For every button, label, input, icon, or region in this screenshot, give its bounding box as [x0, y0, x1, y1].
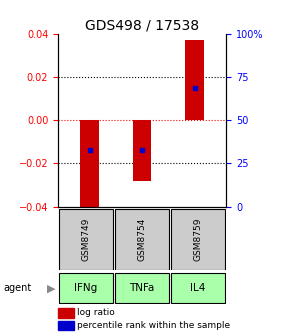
Text: GSM8754: GSM8754 — [137, 218, 147, 261]
Text: agent: agent — [3, 283, 31, 293]
Text: IL4: IL4 — [191, 283, 206, 293]
Bar — [59, 209, 113, 270]
Text: TNFa: TNFa — [129, 283, 155, 293]
Bar — [115, 209, 169, 270]
Bar — [171, 209, 225, 270]
Title: GDS498 / 17538: GDS498 / 17538 — [85, 18, 199, 33]
Text: GSM8749: GSM8749 — [81, 218, 90, 261]
Bar — [171, 274, 225, 303]
Text: IFNg: IFNg — [75, 283, 98, 293]
Bar — [115, 274, 169, 303]
Text: ▶: ▶ — [46, 283, 55, 293]
Bar — [80, 120, 99, 213]
Bar — [133, 120, 151, 181]
Text: log ratio: log ratio — [77, 308, 115, 317]
Bar — [59, 274, 113, 303]
Bar — [186, 40, 204, 120]
Text: percentile rank within the sample: percentile rank within the sample — [77, 321, 230, 330]
Text: GSM8759: GSM8759 — [194, 218, 203, 261]
